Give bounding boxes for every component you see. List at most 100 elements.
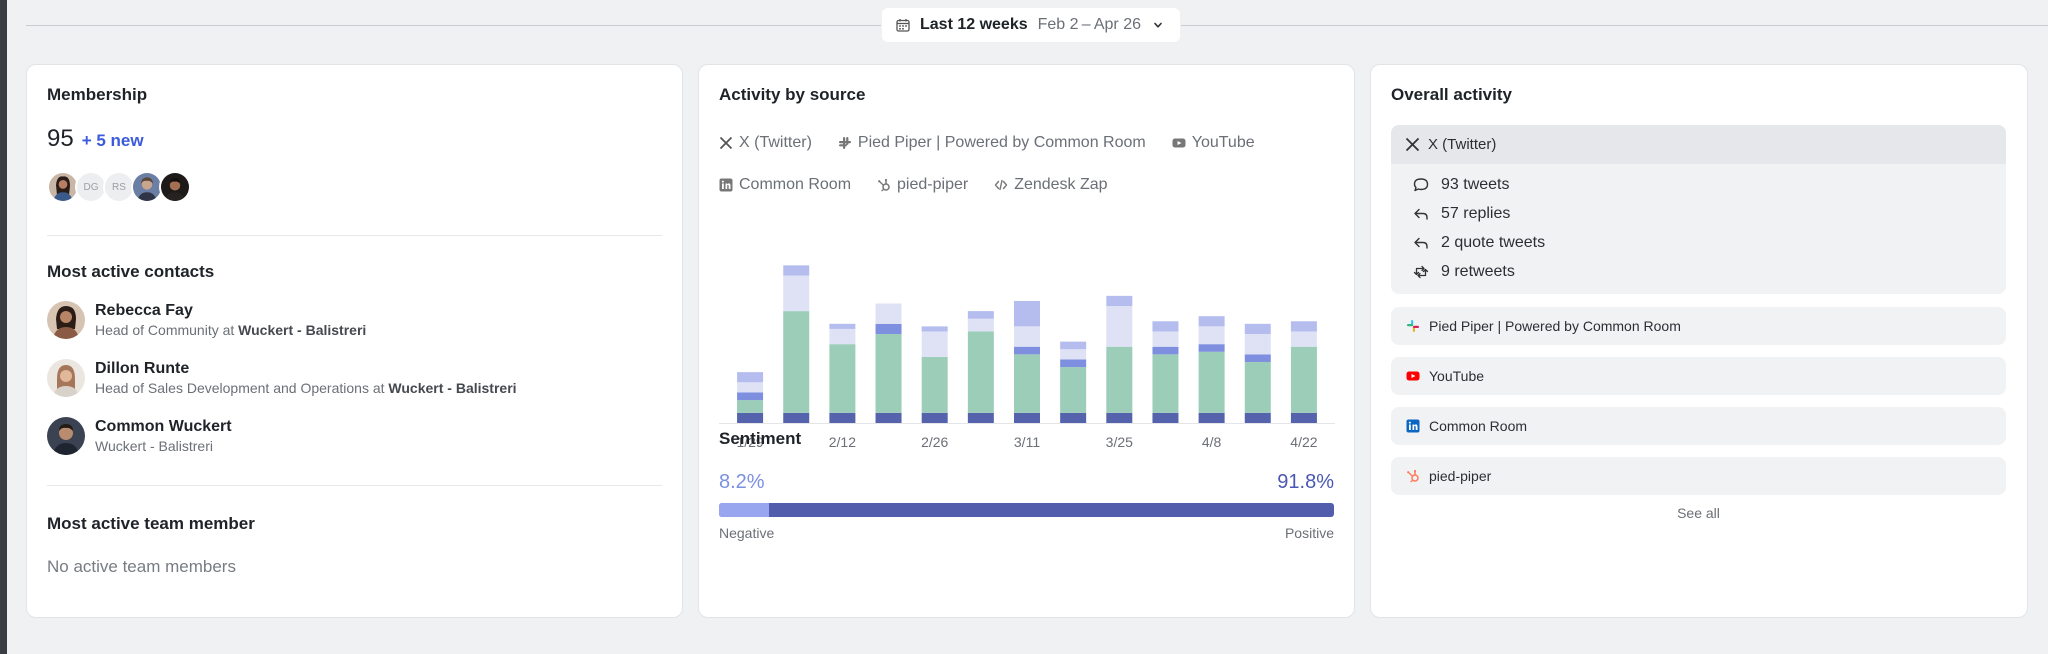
most-active-contacts-title: Most active contacts <box>47 262 215 281</box>
activity-bar-chart: 1/29 2/12 2/26 3/11 3/25 4/8 4/22 <box>719 235 1335 465</box>
stat-retweets: 9 retweets <box>1413 257 2006 286</box>
avatar[interactable] <box>131 171 163 203</box>
stat-replies: 57 replies <box>1413 199 2006 228</box>
accordion-header-x-twitter[interactable]: X (Twitter) <box>1391 125 2006 164</box>
bar-segment <box>737 412 764 423</box>
person-photo-icon <box>49 173 77 201</box>
overall-activity-title: Overall activity <box>1391 85 1512 104</box>
bar-stack[interactable] <box>1014 300 1040 423</box>
stat-text: 9 retweets <box>1441 262 1515 280</box>
date-range-label: Last 12 weeks <box>920 16 1028 33</box>
bar-segment <box>737 400 764 413</box>
membership-title: Membership <box>47 85 148 104</box>
bar-segment <box>829 344 856 413</box>
bar-segment <box>1290 346 1317 413</box>
stat-text: 2 quote tweets <box>1441 233 1546 251</box>
member-count: 95 + 5 new <box>47 125 144 153</box>
x-tick-label: 3/25 <box>1106 434 1133 450</box>
person-photo-icon <box>47 359 85 397</box>
bar-stack[interactable] <box>1106 295 1133 423</box>
bar-segment <box>1106 306 1133 347</box>
bar-stack[interactable] <box>875 303 902 423</box>
legend-item-pied-piper-slack[interactable]: Pied Piper | Powered by Common Room <box>838 131 1146 155</box>
youtube-icon <box>1172 138 1186 148</box>
contact-row[interactable]: Rebecca Fay Head of Community at Wuckert… <box>47 301 366 339</box>
bar-segment <box>1152 321 1179 332</box>
contact-role: Head of Community at Wuckert - Balistrer… <box>95 322 366 338</box>
date-range-dates: Feb 2 – Apr 26 <box>1037 16 1141 33</box>
avatar-initials: DG <box>83 181 99 193</box>
source-row-common-room[interactable]: Common Room <box>1391 407 2006 445</box>
bar-segment <box>1060 359 1087 368</box>
bar-segment <box>1152 346 1179 355</box>
bar-stack[interactable] <box>921 326 948 423</box>
x-icon <box>1405 137 1420 152</box>
legend-label: pied-piper <box>897 176 969 193</box>
x-icon <box>719 136 733 150</box>
bar-stack[interactable] <box>783 265 810 423</box>
bar-segment <box>1198 412 1225 423</box>
legend-item-common-room[interactable]: Common Room <box>719 173 851 197</box>
legend-item-zendesk-zap[interactable]: Zendesk Zap <box>994 173 1108 197</box>
source-row-label: pied-piper <box>1429 468 1492 484</box>
date-range-selector[interactable]: Last 12 weeks Feb 2 – Apr 26 <box>882 8 1180 42</box>
bar-segment <box>829 323 856 329</box>
x-tick-label: 2/12 <box>829 434 856 450</box>
bar-segment <box>875 323 902 334</box>
bar-segment <box>1014 300 1040 327</box>
see-all-link[interactable]: See all <box>1677 505 1720 521</box>
bar-segment <box>783 412 810 423</box>
source-row-youtube[interactable]: YouTube <box>1391 357 2006 395</box>
bar-segment <box>1060 349 1087 360</box>
most-active-team-member-title: Most active team member <box>47 514 255 533</box>
bar-segment <box>1244 361 1271 413</box>
bar-stack[interactable] <box>737 372 764 423</box>
bar-stack[interactable] <box>1290 321 1317 423</box>
x-tick-label: 3/11 <box>1014 434 1040 450</box>
bar-segment <box>875 412 902 423</box>
new-members-link[interactable]: + 5 new <box>81 131 144 150</box>
section-divider <box>47 485 662 486</box>
quote-reply-icon <box>1414 237 1428 249</box>
bar-stack[interactable] <box>967 311 994 423</box>
bar-segment <box>1060 367 1087 413</box>
bar-stack[interactable] <box>1244 323 1271 423</box>
contact-org: Wuckert - Balistreri <box>388 380 517 396</box>
legend-item-x-twitter[interactable]: X (Twitter) <box>719 131 812 155</box>
legend-item-youtube[interactable]: YouTube <box>1172 131 1255 155</box>
bar-segment <box>967 331 994 413</box>
accordion-label: X (Twitter) <box>1428 136 1497 153</box>
bar-segment <box>1152 331 1179 347</box>
slack-icon <box>838 137 851 149</box>
youtube-icon <box>1406 371 1420 381</box>
source-row-pied-piper-slack[interactable]: Pied Piper | Powered by Common Room <box>1391 307 2006 345</box>
member-count-value: 95 <box>47 125 74 152</box>
activity-by-source-card: Activity by source X (Twitter) Pied Pipe… <box>698 64 1355 618</box>
source-legend: X (Twitter) Pied Piper | Powered by Comm… <box>719 131 1339 197</box>
bar-stack[interactable] <box>1060 341 1087 423</box>
bar-segment <box>1152 412 1179 423</box>
bar-stack[interactable] <box>829 323 856 423</box>
legend-label: X (Twitter) <box>739 134 812 151</box>
bar-segment <box>1014 326 1040 347</box>
source-row-pied-piper-hubspot[interactable]: pied-piper <box>1391 457 2006 495</box>
x-tick-label: 2/26 <box>921 434 948 450</box>
bar-stack[interactable] <box>1198 316 1225 423</box>
bar-segment <box>1060 341 1087 350</box>
legend-item-pied-piper-hubspot[interactable]: pied-piper <box>877 173 968 197</box>
bar-segment <box>921 331 948 357</box>
avatar <box>47 301 85 339</box>
contact-row[interactable]: Common Wuckert Wuckert - Balistreri <box>47 417 232 455</box>
bar-stack[interactable] <box>1152 321 1179 423</box>
bar-segment <box>1152 354 1179 413</box>
contact-title: Head of Community at <box>95 322 239 338</box>
avatar <box>47 417 85 455</box>
avatar[interactable] <box>47 171 79 203</box>
contact-name: Common Wuckert <box>95 418 232 435</box>
stat-tweets: 93 tweets <box>1413 170 2006 199</box>
bar-segment <box>967 311 994 319</box>
sentiment-negative-fill <box>719 503 770 517</box>
avatar[interactable] <box>159 171 191 203</box>
contact-row[interactable]: Dillon Runte Head of Sales Development a… <box>47 359 517 397</box>
stat-text: 57 replies <box>1441 204 1511 222</box>
